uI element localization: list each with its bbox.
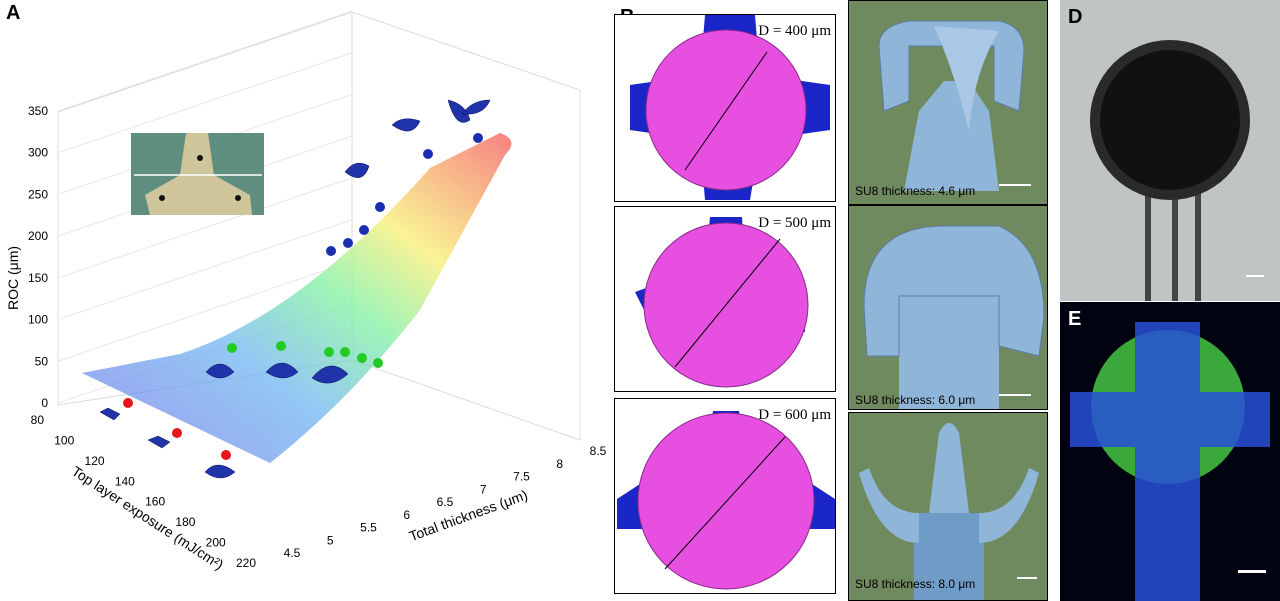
grid-line <box>57 177 353 279</box>
z-tick-label: 150 <box>28 271 48 285</box>
scale-bar-e <box>1238 570 1266 573</box>
data-point <box>357 353 367 363</box>
su8-thickness-2: SU8 thickness: 6.0 μm <box>855 393 976 407</box>
diameter-label-3: D = 600 μm <box>758 407 831 423</box>
data-point <box>221 450 231 460</box>
diameter-label-2: D = 500 μm <box>758 215 831 231</box>
microscope-image-d: D <box>1060 0 1280 301</box>
y-tick-label: 5.5 <box>360 521 377 535</box>
sem-image-1: SU8 thickness: 4.6 μm <box>848 0 1048 205</box>
sim-mesh-2 <box>635 217 809 388</box>
scale-bar-c1 <box>999 184 1031 186</box>
z-tick-label: 200 <box>28 229 48 243</box>
y-tick-label: 8.5 <box>590 444 607 458</box>
sim-box-1: D = 400 μm <box>614 14 836 202</box>
sim-box-2: D = 500 μm <box>614 206 836 392</box>
fluorescence-image-e: E <box>1060 302 1280 601</box>
panel-label-a: A <box>6 2 21 24</box>
data-point <box>227 343 237 353</box>
y-tick-label: 7.5 <box>513 470 530 484</box>
y-tick-label: 4.5 <box>284 546 301 560</box>
grid-line <box>57 219 353 320</box>
y-tick-label: 7 <box>480 482 487 496</box>
z-tick-label: 50 <box>35 354 49 368</box>
x-tick-label: 120 <box>85 454 105 468</box>
su8-thickness-3: SU8 thickness: 8.0 μm <box>855 577 976 591</box>
z-tick-label: 100 <box>28 313 48 327</box>
x-tick-label: 180 <box>175 515 195 529</box>
z-tick-label: 300 <box>28 146 48 160</box>
sim-mesh-1 <box>630 15 830 200</box>
data-point <box>172 428 182 438</box>
x-tick-label: 160 <box>145 495 165 509</box>
scale-bar-c3 <box>1017 577 1037 579</box>
y-tick-label: 5 <box>327 533 334 547</box>
data-point <box>473 133 483 143</box>
panel-label-e: E <box>1068 308 1082 330</box>
data-point <box>375 202 385 212</box>
y-tick-label: 8 <box>556 457 563 471</box>
grid-line <box>57 52 353 154</box>
z-axis-title: ROC (μm) <box>5 246 21 310</box>
roc-3d-chart: 0 50 100 150 200 250 300 350 80 100 120 140 160 180 2… <box>5 10 607 573</box>
y-axis-title: Total thickness (μm) <box>407 486 530 544</box>
z-tick-label: 0 <box>41 396 48 410</box>
data-point <box>373 358 383 368</box>
data-point <box>324 347 334 357</box>
data-point <box>326 246 336 256</box>
x-tick-label: 80 <box>31 413 45 427</box>
shape-icons <box>99 99 491 479</box>
data-point <box>423 149 433 159</box>
data-point <box>343 238 353 248</box>
x-tick-label: 200 <box>206 536 226 550</box>
sem-image-3: SU8 thickness: 8.0 μm <box>848 412 1048 601</box>
x-tick-label: 220 <box>236 556 256 570</box>
grid-line <box>57 10 353 112</box>
diameter-label-1: D = 400 μm <box>758 23 831 39</box>
sim-box-3: D = 600 μm <box>614 398 836 594</box>
sim-mesh-3 <box>617 411 835 590</box>
sem-image-2: SU8 thickness: 6.0 μm <box>848 205 1048 410</box>
z-tick-label: 350 <box>28 104 48 118</box>
y-tick-label: 6 <box>403 508 410 522</box>
data-point <box>123 398 133 408</box>
y-tick-label: 6.5 <box>437 495 454 509</box>
x-tick-label: 140 <box>115 474 135 488</box>
scale-bar-d <box>1246 275 1264 277</box>
z-tick-label: 250 <box>28 187 48 201</box>
grid-line <box>57 260 353 362</box>
roc-surface <box>82 133 512 463</box>
data-point <box>276 341 286 351</box>
su8-thickness-1: SU8 thickness: 4.6 μm <box>855 184 976 198</box>
x-axis-title: Top layer exposure (mJ/cm²) <box>69 463 226 573</box>
data-point <box>359 225 369 235</box>
inset-micrograph <box>131 133 264 215</box>
panel-label-d: D <box>1068 6 1083 28</box>
scale-bar-c2 <box>999 394 1031 396</box>
data-point <box>340 347 350 357</box>
x-tick-label: 100 <box>54 433 74 447</box>
